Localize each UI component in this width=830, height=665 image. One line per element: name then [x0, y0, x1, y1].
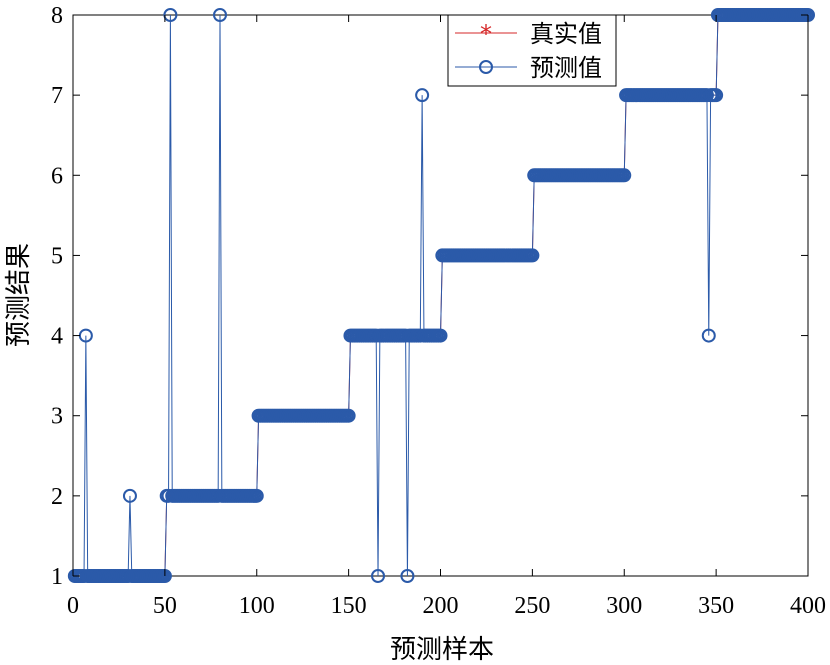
predicted-point [400, 569, 415, 583]
y-tick-label: 7 [51, 83, 63, 109]
predicted-point [415, 88, 430, 103]
y-tick-label: 1 [51, 564, 63, 590]
y-tick-label: 6 [51, 163, 63, 189]
predicted-point [249, 488, 264, 503]
plot-area [72, 14, 809, 577]
predicted-point [341, 408, 356, 423]
x-tick-label: 250 [514, 593, 550, 619]
y-tick-label: 5 [51, 243, 63, 269]
x-tick-label: 400 [790, 593, 826, 619]
predicted-point [699, 88, 714, 103]
y-tick-label: 2 [51, 484, 63, 510]
y-axis-title: 预测结果 [4, 243, 34, 347]
predicted-point [525, 248, 540, 263]
predicted-series [67, 8, 815, 583]
legend: * 真实值 预测值 [447, 14, 617, 87]
x-tick-label: 300 [606, 593, 642, 619]
legend-box [447, 14, 617, 87]
y-tick-label: 4 [51, 324, 63, 350]
x-tick-label: 0 [67, 593, 79, 619]
predicted-point [617, 168, 632, 183]
predicted-point [433, 328, 448, 343]
predicted-point [709, 88, 724, 103]
legend-actual-marker: * [480, 20, 492, 48]
predicted-point [701, 328, 716, 343]
x-tick-label: 200 [423, 593, 459, 619]
predicted-point [213, 8, 227, 22]
legend-actual-label: 真实值 [530, 20, 602, 48]
predicted-point [122, 488, 137, 503]
x-axis: 0 50 100 150 200 250 300 350 400 [67, 15, 826, 619]
x-axis-title: 预测样本 [390, 635, 494, 665]
legend-predicted-label: 预测值 [530, 54, 602, 82]
y-tick-label: 8 [51, 3, 63, 29]
y-tick-label: 3 [51, 404, 63, 430]
legend-predicted-marker [479, 60, 493, 74]
y-axis: 1 2 3 4 5 6 7 8 [51, 3, 808, 590]
x-tick-label: 350 [698, 593, 734, 619]
predicted-point [371, 569, 386, 583]
x-tick-label: 150 [331, 593, 367, 619]
x-tick-label: 100 [239, 593, 275, 619]
x-tick-label: 50 [153, 593, 177, 619]
